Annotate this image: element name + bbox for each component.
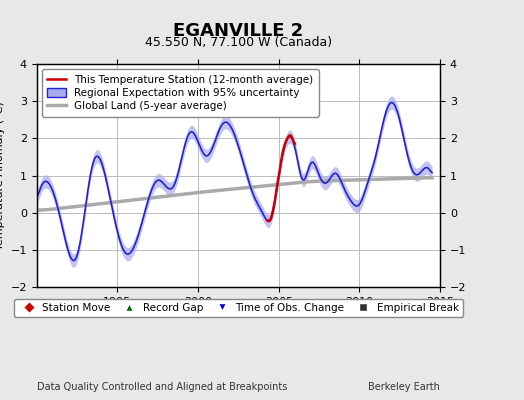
Legend: This Temperature Station (12-month average), Regional Expectation with 95% uncer: This Temperature Station (12-month avera… bbox=[42, 69, 319, 116]
Text: Berkeley Earth: Berkeley Earth bbox=[368, 382, 440, 392]
Y-axis label: Temperature Anomaly (°C): Temperature Anomaly (°C) bbox=[0, 101, 5, 250]
Text: EGANVILLE 2: EGANVILLE 2 bbox=[173, 22, 303, 40]
Text: Data Quality Controlled and Aligned at Breakpoints: Data Quality Controlled and Aligned at B… bbox=[37, 382, 287, 392]
Text: 45.550 N, 77.100 W (Canada): 45.550 N, 77.100 W (Canada) bbox=[145, 36, 332, 49]
Legend: Station Move, Record Gap, Time of Obs. Change, Empirical Break: Station Move, Record Gap, Time of Obs. C… bbox=[14, 298, 463, 317]
